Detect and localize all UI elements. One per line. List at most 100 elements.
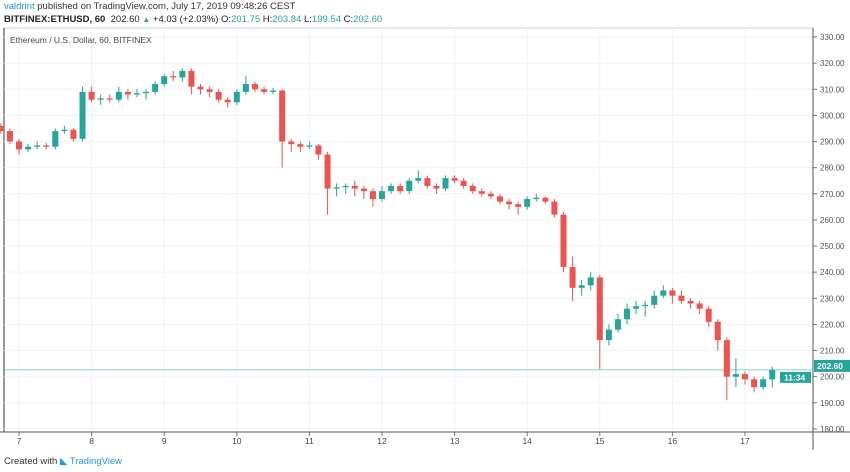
tradingview-link[interactable]: TradingView xyxy=(69,456,123,467)
y-tick-label: 330.00 xyxy=(820,33,845,42)
candle-down xyxy=(279,90,286,142)
x-tick-label: 14 xyxy=(522,436,532,446)
publish-info: valdrint published on TradingView.com, J… xyxy=(4,1,295,12)
y-tick-label: 310.00 xyxy=(820,85,845,94)
footer: Created with ◣ TradingView xyxy=(4,456,122,467)
candle-up xyxy=(660,290,667,296)
up-triangle-icon: ▲ xyxy=(142,15,151,24)
candle-down xyxy=(297,144,304,147)
candle-down xyxy=(487,193,494,197)
close-value: 202.60 xyxy=(353,14,383,25)
candle-down xyxy=(742,374,748,380)
high-label: H: xyxy=(262,14,273,25)
y-tick-label: 320.00 xyxy=(820,59,845,68)
candle-up xyxy=(524,199,531,207)
x-tick-label: 9 xyxy=(162,436,167,446)
x-tick-label: 11 xyxy=(305,436,314,446)
candle-up xyxy=(97,98,104,100)
candle-down xyxy=(451,178,458,181)
candle-up xyxy=(242,84,249,92)
candle-down xyxy=(496,196,503,202)
y-tick-label: 300.00 xyxy=(820,111,845,120)
candle-up xyxy=(379,191,385,200)
candle-up xyxy=(133,93,140,95)
candle-up xyxy=(769,369,776,380)
y-tick-label: 250.00 xyxy=(820,242,845,251)
candle-up xyxy=(270,90,277,92)
candle-down xyxy=(88,91,95,100)
current-price-badge xyxy=(814,359,850,372)
candle-down xyxy=(224,99,231,103)
candle-up xyxy=(624,308,631,320)
candle-down xyxy=(124,91,131,95)
symbol-info: BITFINEX:ETHUSD, 60 202.60 ▲ +4.03 (+2.0… xyxy=(4,14,382,25)
candle-down xyxy=(43,145,50,147)
candle-up xyxy=(633,306,640,309)
candle-up xyxy=(732,374,739,377)
candle-down xyxy=(0,125,4,132)
open-label: O: xyxy=(221,14,232,25)
candle-up xyxy=(115,91,122,100)
candle-up xyxy=(333,187,340,189)
candle-down xyxy=(696,303,703,309)
candle-down xyxy=(315,145,322,155)
candle-down xyxy=(170,76,177,78)
candle-down xyxy=(687,300,694,304)
low-label: L: xyxy=(303,14,312,25)
high-value: 203.84 xyxy=(272,14,302,25)
x-tick-label: 7 xyxy=(17,436,22,446)
candle-up xyxy=(143,91,150,94)
candle-up xyxy=(406,180,413,192)
candle-down xyxy=(215,91,222,100)
candle-down xyxy=(669,290,676,296)
candle-up xyxy=(605,329,612,341)
author-link[interactable]: valdrint xyxy=(4,1,35,12)
symbol-name: BITFINEX:ETHUSD, 60 xyxy=(4,14,106,25)
candle-down xyxy=(188,70,195,87)
y-tick-label: 290.00 xyxy=(820,138,845,147)
candle-up xyxy=(152,84,159,92)
x-tick-label: 15 xyxy=(595,436,605,446)
y-tick-label: 280.00 xyxy=(820,164,845,173)
candle-up xyxy=(587,277,594,286)
candle-up xyxy=(233,91,240,103)
x-tick-label: 12 xyxy=(377,436,387,446)
candle-down xyxy=(751,379,758,388)
y-tick-label: 180.00 xyxy=(820,425,845,434)
candle-down xyxy=(288,141,295,145)
candle-down xyxy=(569,266,576,288)
candle-down xyxy=(705,308,712,322)
candle-up xyxy=(388,185,395,192)
candle-up xyxy=(306,145,313,147)
last-price: 202.60 xyxy=(110,14,140,25)
current-price-label: 202.60 xyxy=(817,361,843,371)
candle-down xyxy=(106,98,113,100)
candle-down xyxy=(478,191,485,194)
candle-down xyxy=(369,191,376,200)
plot-area xyxy=(3,27,814,433)
candle-down xyxy=(506,201,513,205)
publish-text: published on TradingView.com, July 17, 2… xyxy=(37,1,296,12)
candle-up xyxy=(342,185,349,188)
candle-down xyxy=(324,154,331,189)
candle-down xyxy=(6,131,13,142)
x-tick-label: 16 xyxy=(668,436,678,446)
candle-down xyxy=(551,201,558,215)
candle-down xyxy=(206,89,213,92)
candle-down xyxy=(433,185,440,189)
candle-up xyxy=(52,131,59,147)
candle-up xyxy=(25,146,32,150)
y-tick-label: 240.00 xyxy=(820,268,845,277)
candle-down xyxy=(360,188,367,192)
candle-down xyxy=(560,214,567,267)
candle-down xyxy=(723,340,730,377)
candle-up xyxy=(79,91,86,139)
candle-down xyxy=(460,180,467,186)
candle-up xyxy=(161,76,168,85)
tradingview-logo-icon: ◣ xyxy=(59,456,68,467)
candle-up xyxy=(179,70,186,78)
candle-up xyxy=(415,178,422,181)
candle-down xyxy=(542,197,549,202)
candle-down xyxy=(251,84,258,90)
